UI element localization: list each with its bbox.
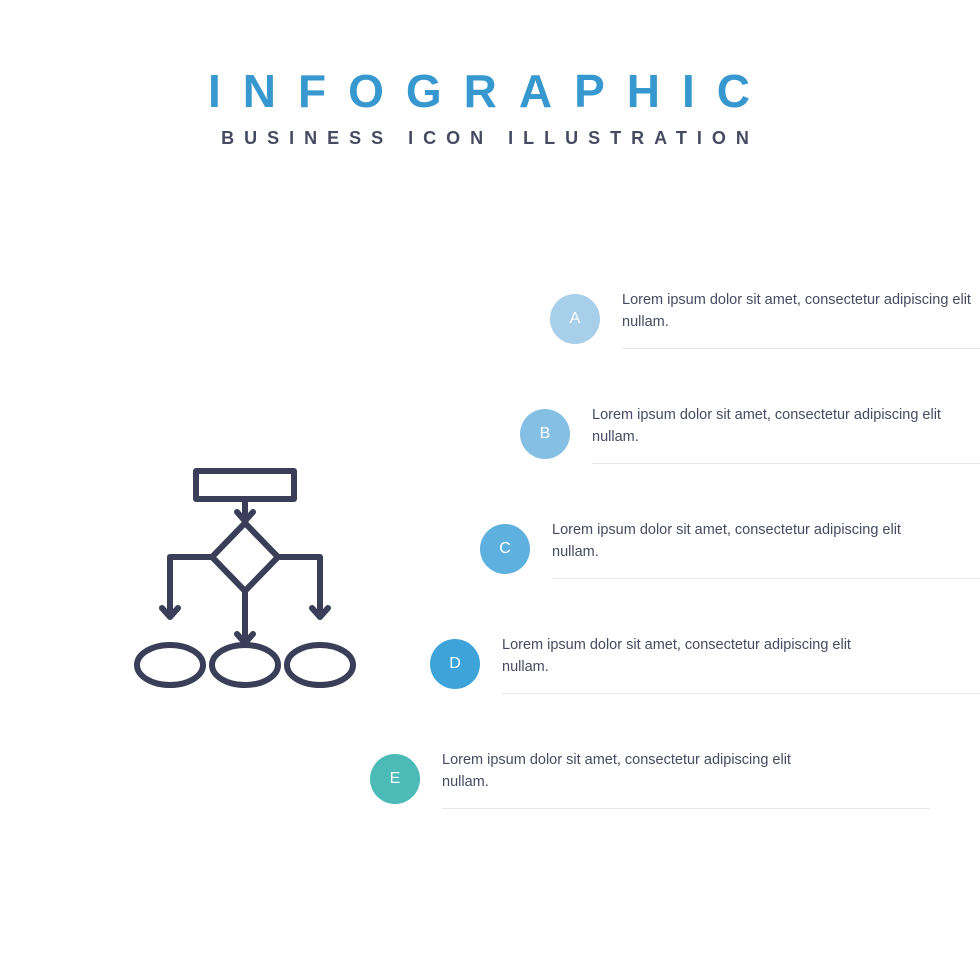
main-title: INFOGRAPHIC (0, 64, 980, 118)
step-text: Lorem ipsum dolor sit amet, consectetur … (622, 290, 980, 349)
step-badge-a: A (550, 294, 600, 344)
content-area: A Lorem ipsum dolor sit amet, consectetur… (0, 290, 980, 980)
step-text: Lorem ipsum dolor sit amet, consectetur … (592, 405, 980, 464)
step-text: Lorem ipsum dolor sit amet, consectetur … (552, 520, 980, 579)
flowchart-icon (130, 465, 360, 710)
step-badge-b: B (520, 409, 570, 459)
subtitle: BUSINESS ICON ILLUSTRATION (0, 128, 980, 149)
step-description: Lorem ipsum dolor sit amet, consectetur … (502, 635, 980, 694)
step-description: Lorem ipsum dolor sit amet, consectetur … (592, 405, 980, 464)
list-item: E Lorem ipsum dolor sit amet, consectetur… (370, 750, 930, 809)
header: INFOGRAPHIC BUSINESS ICON ILLUSTRATION (0, 0, 980, 149)
step-description: Lorem ipsum dolor sit amet, consectetur … (622, 290, 980, 349)
step-description: Lorem ipsum dolor sit amet, consectetur … (552, 520, 980, 579)
step-badge-e: E (370, 754, 420, 804)
list-item: D Lorem ipsum dolor sit amet, consectetur… (430, 635, 980, 694)
list-panel: A Lorem ipsum dolor sit amet, consectetur… (420, 290, 980, 980)
step-description: Lorem ipsum dolor sit amet, consectetur … (442, 750, 930, 809)
step-badge-c: C (480, 524, 530, 574)
list-item: B Lorem ipsum dolor sit amet, consectetur… (520, 405, 980, 464)
step-text: Lorem ipsum dolor sit amet, consectetur … (442, 750, 930, 809)
list-item: C Lorem ipsum dolor sit amet, consectetur… (480, 520, 980, 579)
step-badge-d: D (430, 639, 480, 689)
step-text: Lorem ipsum dolor sit amet, consectetur … (502, 635, 980, 694)
list-item: A Lorem ipsum dolor sit amet, consectetur… (550, 290, 980, 349)
icon-panel (0, 290, 420, 980)
